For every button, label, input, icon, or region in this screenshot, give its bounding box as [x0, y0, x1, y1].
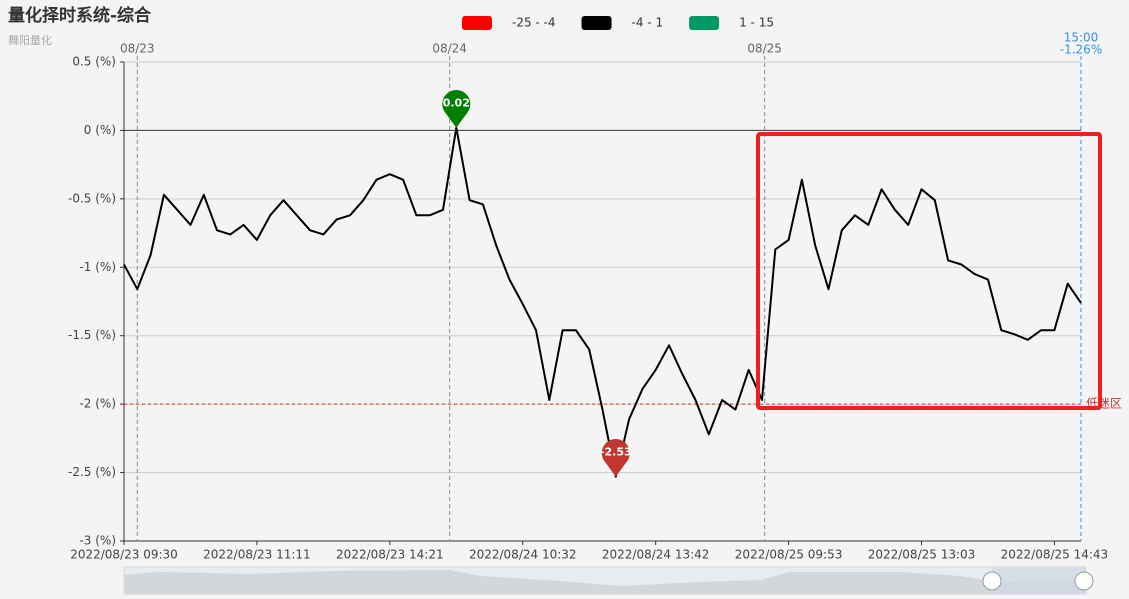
x-tick-label: 2022/08/25 13:03 [868, 548, 976, 562]
legend-label: 1 - 15 [739, 16, 774, 30]
legend-label: -4 - 1 [632, 16, 664, 30]
chart-subtitle: 舞阳量化 [8, 33, 52, 47]
zoom-shape [124, 570, 1086, 594]
legend-swatch [462, 16, 492, 30]
end-value: -1.26% [1060, 43, 1102, 57]
y-tick-label: -3 (%) [79, 534, 116, 548]
x-tick-label: 2022/08/24 13:42 [602, 548, 710, 562]
y-tick-label: 0 (%) [84, 123, 116, 137]
markpoint-label: 0.02 [443, 97, 470, 110]
x-tick-label: 2022/08/25 09:53 [735, 548, 843, 562]
y-tick-label: -1.5 (%) [68, 328, 116, 342]
line [123, 126, 1082, 478]
x-tick-label: 2022/08/24 10:32 [469, 548, 577, 562]
y-tick-label: 0.5 (%) [72, 55, 116, 69]
highlight-box [756, 132, 1102, 410]
y-tick-label: -1 (%) [79, 260, 116, 274]
markpoint-label: -2.53 [600, 446, 632, 459]
markpoint-pin [442, 90, 471, 128]
legend-label: -25 - -4 [512, 16, 556, 30]
y-tick-label: -2 (%) [79, 397, 116, 411]
zoom-handle[interactable] [1074, 571, 1094, 591]
zoom-handle[interactable] [982, 571, 1002, 591]
y-tick-label: -0.5 (%) [68, 191, 116, 205]
day-label: 08/23 [120, 42, 155, 56]
x-tick-label: 2022/08/25 14:43 [1001, 548, 1109, 562]
day-label: 08/25 [747, 42, 782, 56]
x-tick-label: 2022/08/23 14:21 [336, 548, 444, 562]
legend-swatch [689, 16, 720, 30]
y-tick-label: -2.5 (%) [68, 465, 116, 479]
data-zoom[interactable] [123, 566, 1094, 595]
chart-title: 量化择时系统-综合 [8, 5, 152, 26]
legend-swatch [581, 16, 612, 30]
day-label: 08/24 [432, 42, 467, 56]
x-tick-label: 2022/08/23 09:30 [70, 548, 178, 562]
x-tick-label: 2022/08/23 11:11 [203, 548, 311, 562]
markpoint-pin [601, 439, 630, 477]
zoom-window [992, 567, 1086, 594]
end-time: 15:00 [1064, 31, 1099, 45]
